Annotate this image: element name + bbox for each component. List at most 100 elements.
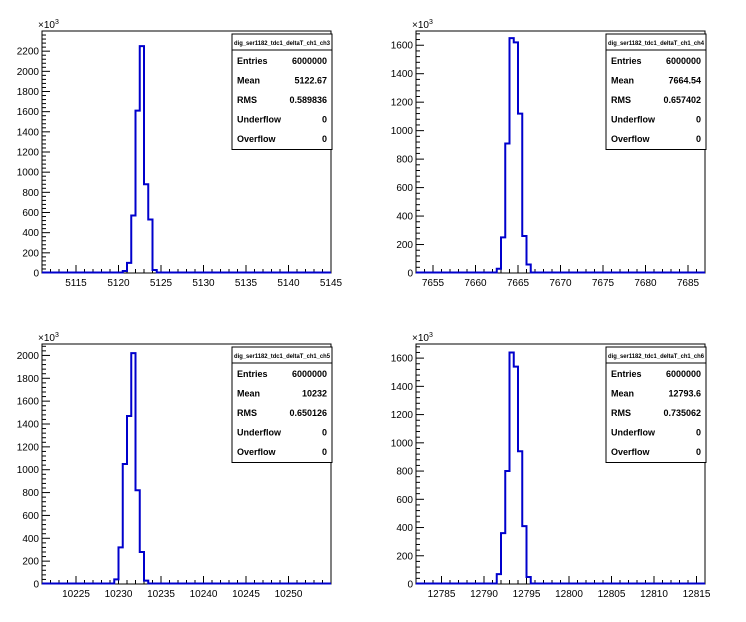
- x-tick-label: 5115: [65, 278, 87, 289]
- y-tick-label: 200: [22, 248, 39, 259]
- stats-box: dig_ser1182_tdc1_deltaT_ch1_ch6 Entries 60…: [605, 346, 707, 463]
- y-tick-label: 400: [22, 228, 39, 239]
- x-tick-label: 10250: [275, 589, 303, 600]
- x-tick-label: 12805: [598, 589, 626, 600]
- x-tick-label: 10245: [232, 589, 260, 600]
- x-tick-label: 12810: [640, 589, 668, 600]
- y-tick-label: 1200: [391, 98, 414, 109]
- y-multiplier-exponent: 3: [429, 332, 433, 339]
- x-tick-label: 10225: [62, 589, 90, 600]
- x-tick-label: 5130: [192, 278, 215, 289]
- stats-value: 0: [696, 134, 701, 144]
- y-tick-label: 1600: [17, 397, 40, 408]
- x-tick-label: 5125: [150, 278, 173, 289]
- y-tick-label: 1400: [17, 420, 40, 431]
- stats-value: 0.657402: [663, 95, 701, 105]
- stats-label: Entries: [237, 369, 268, 379]
- y-tick-label: 800: [396, 155, 413, 166]
- stats-label: Entries: [237, 56, 268, 66]
- y-tick-label: 200: [396, 551, 413, 562]
- stats-label: Entries: [611, 369, 642, 379]
- stats-label: Mean: [611, 76, 634, 86]
- stats-value: 0: [322, 447, 327, 457]
- x-tick-label: 7670: [549, 278, 572, 289]
- x-tick-label: 12790: [470, 589, 498, 600]
- histogram-line: [42, 352, 331, 585]
- y-tick-label: 1200: [17, 148, 40, 159]
- y-tick-label: 1000: [391, 438, 414, 449]
- y-tick-label: 400: [396, 212, 413, 223]
- y-tick-label: 1400: [391, 382, 414, 393]
- stats-label: Mean: [611, 389, 634, 399]
- x-tick-label: 10240: [190, 589, 218, 600]
- stats-value: 0.589836: [289, 95, 327, 105]
- x-tick-label: 7675: [592, 278, 615, 289]
- stats-value: 0.735062: [663, 408, 701, 418]
- stats-label: Overflow: [611, 134, 651, 144]
- histogram-line: [416, 37, 705, 274]
- y-tick-label: 400: [22, 534, 39, 545]
- y-multiplier-exponent: 3: [55, 19, 59, 26]
- y-tick-label: 600: [396, 183, 413, 194]
- y-multiplier-exponent: 3: [429, 19, 433, 26]
- stats-box-frame: [605, 33, 707, 150]
- stats-value: 0.650126: [289, 408, 327, 418]
- x-tick-label: 7680: [634, 278, 657, 289]
- y-tick-label: 1000: [17, 465, 40, 476]
- stats-box: dig_ser1182_tdc1_deltaT_ch1_ch5 Entries 60…: [231, 346, 333, 463]
- y-tick-label: 0: [33, 580, 39, 591]
- y-tick-label: 1600: [391, 41, 414, 52]
- y-multiplier-label: ×103: [412, 332, 433, 344]
- y-tick-label: 1600: [391, 354, 414, 365]
- x-tick-label: 7660: [464, 278, 487, 289]
- x-tick-label: 12815: [683, 589, 711, 600]
- stats-box-frame: [231, 33, 333, 150]
- y-multiplier-label: ×103: [412, 19, 433, 31]
- x-tick-label: 5140: [277, 278, 300, 289]
- y-tick-label: 600: [22, 208, 39, 219]
- x-tick-label: 12785: [428, 589, 456, 600]
- stats-value: 7664.54: [668, 76, 701, 86]
- y-tick-label: 1400: [391, 69, 414, 80]
- y-tick-label: 1000: [391, 126, 414, 137]
- x-tick-label: 10235: [147, 589, 175, 600]
- stats-value: 10232: [302, 389, 327, 399]
- y-tick-label: 1800: [17, 374, 40, 385]
- stats-value: 12793.6: [668, 389, 701, 399]
- y-tick-label: 800: [396, 467, 413, 478]
- histogram-panel-1: 5115 5120 5125 5130 5135 5140 5145 0 200 400 600 80…: [17, 19, 343, 289]
- stats-label: Underflow: [611, 115, 656, 125]
- histogram-panel-2: 7655 7660 7665 7670 7675 7680 7685 0 200 400 600 80…: [391, 19, 707, 289]
- y-tick-label: 1000: [17, 168, 40, 179]
- stats-value: 0: [696, 115, 701, 125]
- x-tick-label: 5135: [235, 278, 258, 289]
- stats-value: 0: [322, 134, 327, 144]
- y-multiplier-label: ×103: [38, 19, 59, 31]
- stats-label: RMS: [611, 408, 631, 418]
- stats-label: RMS: [237, 95, 257, 105]
- y-tick-label: 2000: [17, 67, 40, 78]
- y-tick-label: 1800: [17, 87, 40, 98]
- stats-label: Mean: [237, 389, 260, 399]
- stats-value: 0: [322, 428, 327, 438]
- y-multiplier-label: ×103: [38, 332, 59, 344]
- x-tick-label: 5120: [107, 278, 130, 289]
- y-tick-label: 600: [22, 511, 39, 522]
- stats-label: Overflow: [237, 447, 277, 457]
- stats-box-title: dig_ser1182_tdc1_deltaT_ch1_ch4: [608, 40, 705, 47]
- y-tick-label: 0: [33, 269, 39, 280]
- stats-label: Underflow: [237, 115, 282, 125]
- histogram-line: [42, 45, 331, 274]
- stats-value: 6000000: [292, 56, 327, 66]
- stats-label: Entries: [611, 56, 642, 66]
- y-tick-label: 200: [22, 557, 39, 568]
- x-tick-label: 12795: [513, 589, 541, 600]
- y-multiplier-exponent: 3: [55, 332, 59, 339]
- y-tick-label: 600: [396, 495, 413, 506]
- stats-box-frame: [231, 346, 333, 463]
- x-tick-label: 7655: [422, 278, 445, 289]
- stats-value: 6000000: [292, 369, 327, 379]
- y-tick-label: 1200: [391, 410, 414, 421]
- y-tick-label: 0: [407, 580, 413, 591]
- stats-value: 0: [696, 447, 701, 457]
